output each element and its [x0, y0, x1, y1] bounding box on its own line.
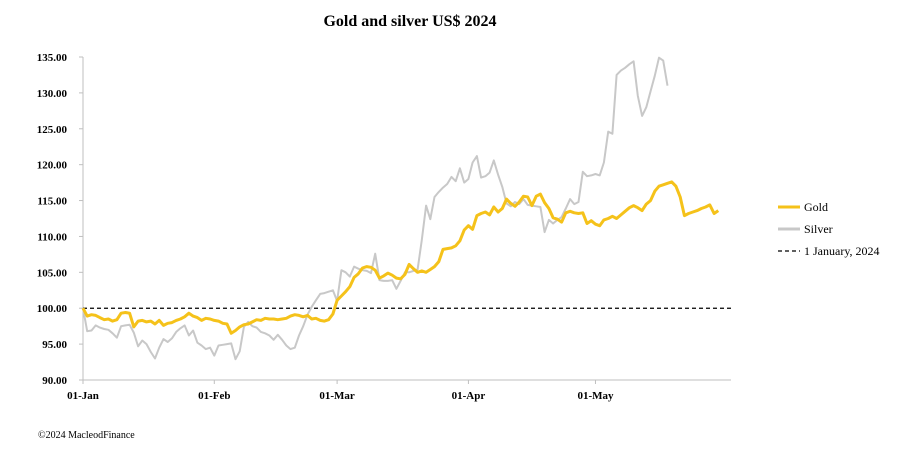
y-tick-label: 105.00	[37, 267, 68, 279]
y-tick-label: 120.00	[37, 160, 68, 172]
y-tick-label: 100.00	[37, 303, 68, 315]
y-tick-label: 125.00	[37, 124, 68, 136]
series-line-gold	[81, 180, 720, 335]
y-tick-label: 110.00	[37, 231, 67, 243]
y-tick-label: 130.00	[37, 88, 68, 100]
y-tick-label: 90.00	[42, 375, 67, 387]
x-tick-label: 01-May	[577, 390, 614, 402]
x-tick-label: 01-Feb	[198, 390, 230, 402]
legend-silver-label: Silver	[804, 222, 833, 236]
footer-copyright: ©2024 MacleodFinance	[38, 430, 135, 441]
x-tick-label: 01-Jan	[67, 390, 99, 402]
legend: Gold Silver 1 January, 2024	[778, 200, 880, 258]
y-axis-ticks: 90.00 95.00 100.00 105.00 110.00 115.00 120.00…	[37, 52, 83, 387]
y-tick-label: 115.00	[37, 196, 67, 208]
y-tick-label: 95.00	[42, 339, 67, 351]
x-tick-label: 01-Mar	[319, 390, 355, 402]
chart-title: Gold and silver US$ 2024	[323, 13, 496, 30]
legend-reference-label: 1 January, 2024	[804, 244, 880, 258]
x-axis-ticks: 01-Jan 01-Feb 01-Mar 01-Apr 01-May	[67, 380, 614, 402]
series-line-silver	[82, 56, 669, 361]
y-tick-label: 135.00	[37, 52, 68, 64]
series-lines	[81, 56, 720, 361]
x-tick-label: 01-Apr	[452, 390, 486, 402]
legend-gold-label: Gold	[804, 200, 828, 214]
